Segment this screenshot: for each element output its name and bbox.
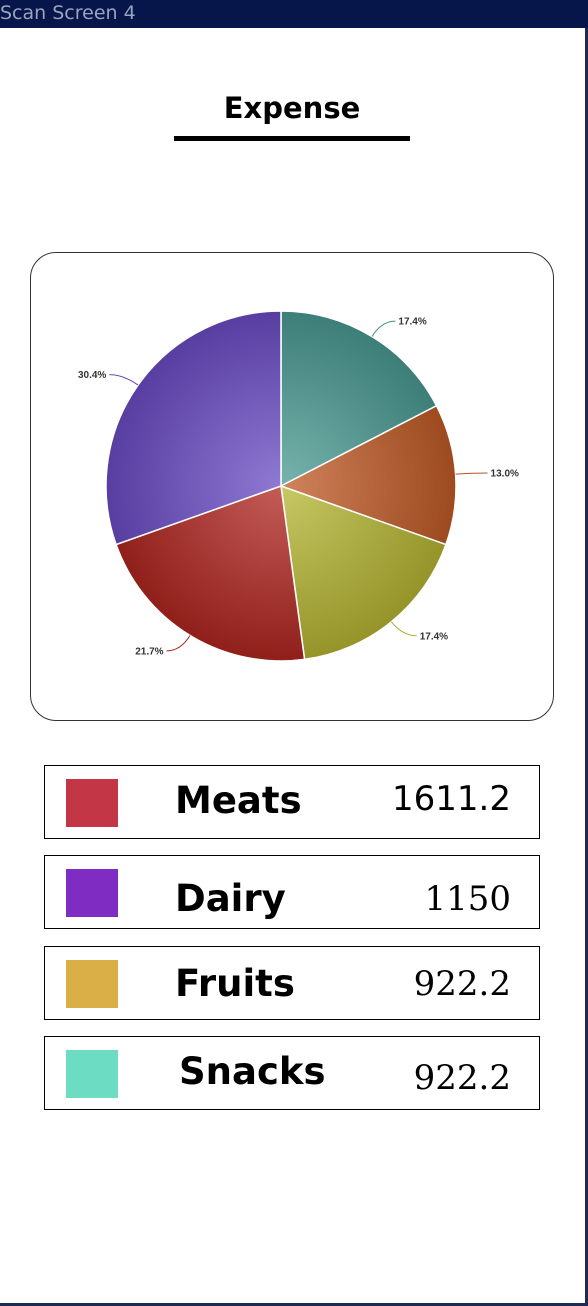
legend-swatch-snacks bbox=[66, 1050, 118, 1098]
legend-row-meats[interactable]: Meats 1611.2 bbox=[44, 765, 540, 839]
pie-leader-line-3 bbox=[166, 635, 191, 652]
legend-swatch-fruits bbox=[66, 960, 118, 1008]
expense-pie-chart-card: 17.4% 13.0% 17.4% 21.7% 30.4% bbox=[30, 252, 554, 721]
pie-leader-line-1 bbox=[455, 472, 488, 475]
pie-slice-label-1: 13.0% bbox=[491, 468, 519, 479]
pie-slice-label-2: 17.4% bbox=[420, 631, 448, 642]
pie-leader-line-4 bbox=[109, 374, 139, 386]
legend-name-meats: Meats bbox=[175, 779, 302, 822]
pie-slice-2[interactable] bbox=[280, 484, 447, 661]
pie-slice-4[interactable] bbox=[105, 310, 282, 546]
pie-leader-line-0 bbox=[371, 320, 396, 337]
page-title: Expense bbox=[223, 91, 361, 125]
legend-value-fruits: 922.2 bbox=[413, 964, 511, 1004]
legend-row-fruits[interactable]: Fruits 922.2 bbox=[44, 946, 540, 1020]
pie-slice-3[interactable] bbox=[115, 484, 306, 662]
window-title-bar: Scan Screen 4 bbox=[0, 0, 588, 28]
legend-swatch-dairy bbox=[66, 869, 118, 917]
pie-leader-line-2 bbox=[390, 621, 417, 637]
pie-slice-label-4: 30.4% bbox=[78, 370, 106, 381]
window-right-border bbox=[585, 28, 588, 1306]
pie-slice-label-3: 21.7% bbox=[135, 646, 163, 657]
legend-value-meats: 1611.2 bbox=[392, 779, 511, 819]
legend-name-fruits: Fruits bbox=[175, 962, 295, 1005]
legend-value-snacks: 922.2 bbox=[413, 1058, 511, 1098]
window-title: Scan Screen 4 bbox=[0, 2, 136, 24]
pie-slice-label-0: 17.4% bbox=[398, 317, 426, 328]
legend-row-dairy[interactable]: Dairy 1150 bbox=[44, 855, 540, 929]
title-underline bbox=[174, 136, 410, 141]
pie-slice-1[interactable] bbox=[279, 404, 457, 546]
expense-pie-chart: 17.4% 13.0% 17.4% 21.7% 30.4% bbox=[78, 310, 519, 662]
legend-name-snacks: Snacks bbox=[179, 1050, 326, 1093]
legend-value-dairy: 1150 bbox=[424, 879, 511, 919]
window-bottom-border bbox=[0, 1303, 588, 1306]
legend-swatch-meats bbox=[66, 779, 118, 827]
legend-name-dairy: Dairy bbox=[175, 877, 286, 920]
legend-row-snacks[interactable]: Snacks 922.2 bbox=[44, 1036, 540, 1110]
